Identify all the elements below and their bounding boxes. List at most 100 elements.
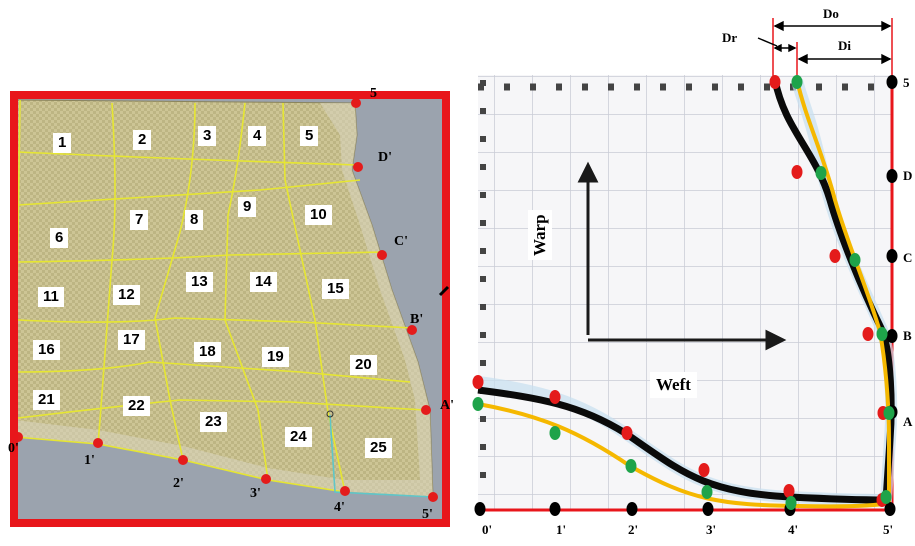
cell-label-14: 14: [250, 272, 277, 292]
dr-leader-line: [757, 37, 778, 47]
inner-curve-marker-0: [472, 397, 484, 411]
edge-point-label-6: 4': [334, 500, 345, 515]
frame-tick-mark: [438, 285, 450, 297]
warp-arrowhead: [577, 161, 599, 183]
inner-curve-marker-8: [849, 253, 861, 267]
edge-point-label-8: 2': [173, 476, 184, 491]
cell-label-1: 1: [53, 133, 72, 153]
cell-label-15: 15: [322, 279, 349, 299]
outer-curve-marker-1: [549, 390, 561, 404]
inner-curve-marker-4: [785, 496, 797, 510]
cell-label-25: 25: [365, 438, 392, 458]
right-markers: [472, 75, 898, 516]
axis-marker-bottom-3: [702, 502, 714, 516]
cell-label-16: 16: [33, 340, 60, 360]
cyan-corner-line: [329, 414, 434, 498]
right-tick-4: A: [903, 414, 913, 429]
background-grid: [478, 75, 892, 510]
axis-marker-bottom-2: [626, 502, 638, 516]
cell-label-17: 17: [118, 330, 145, 350]
axis-marker-bottom-5: [884, 502, 896, 516]
cell-label-3: 3: [198, 126, 217, 146]
cell-label-9: 9: [238, 197, 257, 217]
edge-marker-3: [407, 325, 417, 335]
right-tick-0: 5: [903, 75, 910, 90]
inner-curve-marker-10: [791, 75, 803, 89]
cell-label-22: 22: [123, 396, 150, 416]
cell-label-21: 21: [33, 390, 60, 410]
weft-arrowhead: [765, 329, 787, 351]
do-arrowheads: [773, 20, 892, 32]
cell-label-24: 24: [285, 427, 312, 447]
edge-point-label-9: 1': [84, 453, 95, 468]
cell-label-6: 6: [50, 228, 69, 248]
outer-curve-marker-10: [769, 75, 781, 89]
edge-point-label-7: 3': [250, 486, 261, 501]
edge-marker-7: [261, 474, 271, 484]
dr-label: Dr: [722, 30, 738, 45]
inner-curve-marker-3: [701, 485, 713, 499]
right-tick-2: C: [903, 250, 913, 265]
edge-marker-9: [93, 438, 103, 448]
left-red-frame: [10, 91, 450, 527]
outer-curve-marker-4: [783, 484, 795, 498]
cell-label-19: 19: [262, 347, 289, 367]
bottom-tick-0: 0': [482, 522, 493, 537]
cell-label-2: 2: [133, 130, 152, 150]
inner-curve-marker-9: [815, 166, 827, 180]
right-tick-3: B: [903, 328, 912, 343]
cell-label-20: 20: [350, 355, 377, 375]
cell-label-10: 10: [305, 205, 332, 225]
bottom-tick-4: 4': [788, 522, 799, 537]
di-label: Di: [838, 38, 851, 53]
edge-marker-1: [353, 162, 363, 172]
edge-point-label-5: 5': [422, 507, 433, 522]
cell-label-23: 23: [200, 412, 227, 432]
cell-label-11: 11: [38, 287, 64, 307]
right-schematic-panel: [472, 18, 898, 516]
edge-marker-5: [428, 492, 438, 502]
right-tick-1: D: [903, 168, 913, 183]
axis-marker-right-2: [886, 249, 898, 263]
edge-marker-6: [340, 486, 350, 496]
cell-label-5: 5: [300, 126, 319, 146]
left-photo-panel: [10, 91, 450, 527]
outer-curve-marker-2: [621, 426, 633, 440]
cell-label-13: 13: [186, 272, 213, 292]
bottom-tick-5: 5': [883, 522, 894, 537]
inner-curve-marker-2: [625, 459, 637, 473]
edge-point-label-2: C': [394, 234, 408, 249]
corner-ring-marker: [326, 410, 334, 418]
bottom-tick-3: 3': [706, 522, 717, 537]
axis-marker-right-1: [886, 169, 898, 183]
edge-marker-0: [351, 98, 361, 108]
weft-label: Weft: [650, 372, 697, 398]
cell-label-12: 12: [113, 285, 140, 305]
axis-marker-right-0: [886, 75, 898, 89]
edge-point-label-10: 0': [8, 441, 19, 456]
cell-label-8: 8: [185, 210, 204, 230]
di-arrowheads: [797, 53, 892, 65]
edge-marker-8: [178, 455, 188, 465]
outer-curve-marker-8: [829, 249, 841, 263]
warp-label: Warp: [528, 210, 552, 260]
axis-marker-right-3: [886, 329, 898, 343]
cell-label-7: 7: [130, 210, 149, 230]
inner-curve-marker-5: [880, 490, 892, 504]
edge-marker-2: [377, 250, 387, 260]
do-label: Do: [823, 6, 839, 21]
edge-point-label-1: D': [378, 150, 392, 165]
inner-curve-marker-6: [883, 406, 895, 420]
edge-point-label-4: A': [440, 398, 454, 413]
bottom-tick-1: 1': [556, 522, 567, 537]
edge-point-label-0: 5: [370, 86, 377, 101]
axis-marker-bottom-0: [474, 502, 486, 516]
inner-curve-marker-1: [549, 426, 561, 440]
cell-label-18: 18: [194, 342, 221, 362]
outer-curve-marker-9: [791, 165, 803, 179]
outer-curve-marker-7: [862, 327, 874, 341]
edge-point-label-3: B': [410, 312, 424, 327]
edge-marker-4: [421, 405, 431, 415]
